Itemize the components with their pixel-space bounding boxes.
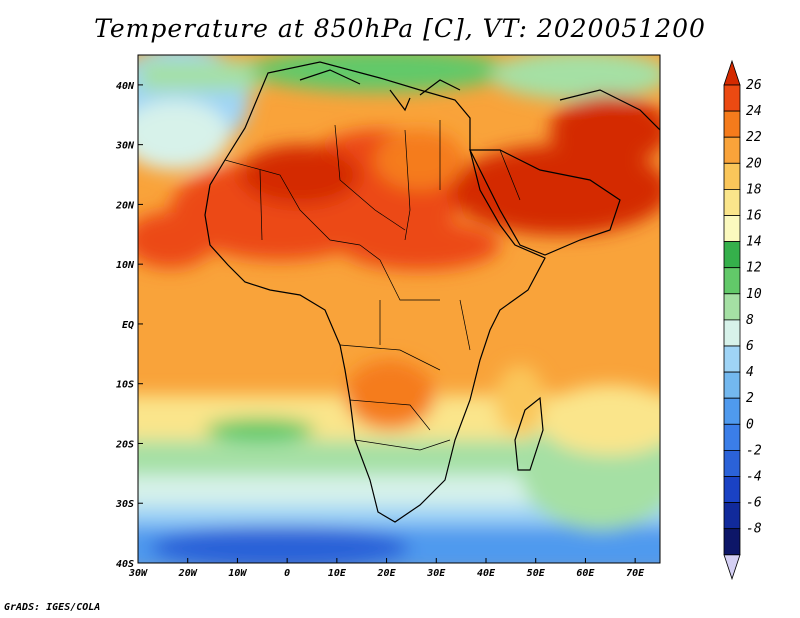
- colorbar-label: 0: [746, 417, 754, 432]
- colorbar-label: 2: [746, 391, 754, 406]
- colorbar-label: 12: [746, 261, 762, 276]
- coastlines: [204, 61, 660, 523]
- lat-label: 30N: [115, 141, 135, 152]
- lat-label: 30S: [115, 499, 134, 510]
- colorbar-segment: [723, 162, 741, 190]
- colorbar-label: 20: [746, 156, 762, 171]
- colorbar-label: 26: [746, 78, 762, 93]
- colorbar-label: 18: [746, 182, 762, 197]
- lat-label: 40N: [116, 81, 135, 92]
- lon-label: 0: [284, 568, 290, 579]
- lon-label: 30E: [426, 568, 446, 579]
- lat-label: 10N: [116, 260, 135, 271]
- colorbar-label: 16: [746, 209, 762, 224]
- axis-ticks: [137, 84, 636, 564]
- lat-label: EQ: [122, 320, 134, 331]
- lon-label: 70E: [626, 568, 645, 579]
- colorbar-segment: [723, 423, 741, 451]
- colorbar-segment: [723, 136, 741, 164]
- colorbar-segment: [723, 110, 741, 138]
- colorbar-segment: [723, 241, 741, 269]
- colorbar-segment: [723, 476, 741, 504]
- map-title: Temperature at 850hPa [C], VT: 202005120…: [94, 14, 706, 43]
- lon-label: 20W: [178, 568, 198, 579]
- map-frame: [137, 54, 661, 564]
- lat-label: 20N: [115, 200, 135, 211]
- colorbar-label: -6: [746, 496, 762, 511]
- colorbar-segment: [723, 188, 741, 216]
- colorbar-segment: [723, 215, 741, 243]
- colorbar-bottom-arrow: [723, 554, 741, 581]
- colorbar-segment: [723, 84, 741, 112]
- colorbar-label: 4: [746, 365, 754, 380]
- colorbar-label: 10: [746, 287, 762, 302]
- colorbar: [723, 59, 741, 581]
- colorbar-segment: [723, 319, 741, 347]
- colorbar-label: -2: [746, 443, 762, 458]
- lon-label: 30W: [128, 568, 148, 579]
- longitude-labels: 30W 20W 10W 0 10E 20E 30E 40E 50E 60E 70E: [128, 568, 645, 579]
- temperature-field: [138, 55, 660, 563]
- colorbar-label: 22: [746, 130, 762, 145]
- colorbar-segment: [723, 449, 741, 477]
- colorbar-label: 24: [746, 104, 762, 119]
- colorbar-segment: [723, 371, 741, 399]
- latitude-labels: 40N 30N 20N 10N EQ 10S 20S 30S 40S: [115, 81, 135, 570]
- colorbar-segment: [723, 397, 741, 425]
- colorbar-label: 8: [746, 313, 754, 328]
- lon-label: 10W: [228, 568, 247, 579]
- colorbar-segment: [723, 293, 741, 321]
- colorbar-label: 6: [746, 339, 754, 354]
- colorbar-label: 14: [746, 235, 762, 250]
- lon-label: 60E: [576, 568, 595, 579]
- lon-label: 40E: [477, 568, 496, 579]
- lat-label: 20S: [115, 439, 134, 450]
- colorbar-segment: [723, 345, 741, 373]
- colorbar-label: -4: [746, 470, 762, 485]
- colorbar-segment: [723, 502, 741, 530]
- country-borders: [224, 120, 521, 451]
- lon-label: 20E: [377, 568, 397, 579]
- colorbar-segment: [723, 528, 741, 556]
- colorbar-label: -8: [746, 522, 762, 537]
- lon-label: 50E: [527, 568, 546, 579]
- colorbar-segment: [723, 267, 741, 295]
- lat-label: 40S: [116, 559, 134, 570]
- colorbar-top-arrow: [723, 59, 741, 86]
- grads-credit: GrADS: IGES/COLA: [4, 602, 101, 613]
- lon-label: 10E: [328, 568, 347, 579]
- lat-label: 10S: [116, 380, 134, 391]
